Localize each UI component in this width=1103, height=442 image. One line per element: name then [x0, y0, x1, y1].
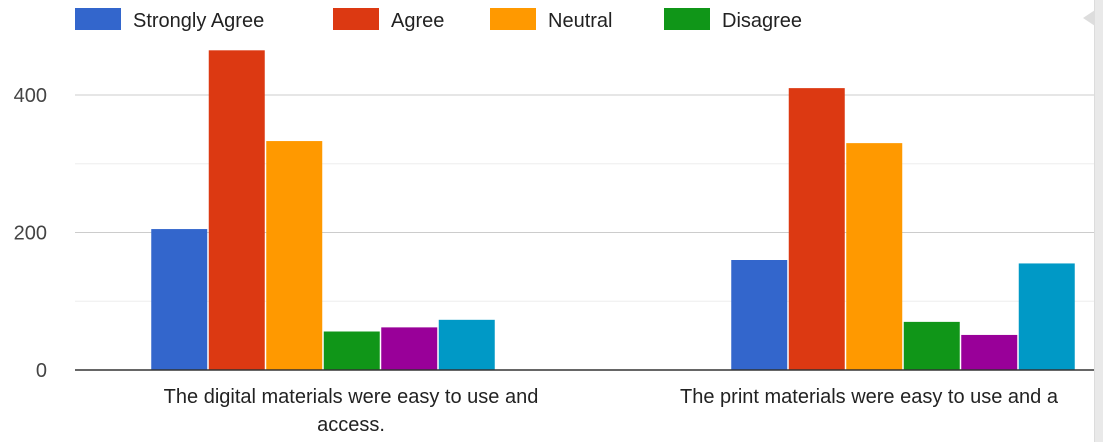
- legend-label: Disagree: [722, 10, 802, 32]
- caret-left-icon[interactable]: [1083, 10, 1095, 26]
- bar: [788, 88, 845, 370]
- y-tick-label: 200: [14, 223, 47, 245]
- x-category-label: The digital materials were easy to use a…: [164, 386, 539, 408]
- legend-swatch: [333, 8, 379, 30]
- legend-label: Strongly Agree: [133, 10, 264, 32]
- bar: [381, 327, 438, 370]
- bar: [731, 260, 788, 370]
- legend-swatch: [75, 8, 121, 30]
- legend-swatch: [664, 8, 710, 30]
- legend-label: Agree: [391, 10, 444, 32]
- bar: [323, 331, 380, 370]
- legend-swatch: [490, 8, 536, 30]
- y-tick-label: 0: [36, 360, 47, 382]
- legend: Strongly Agree Agree Neutral Disagree: [75, 8, 802, 32]
- bar: [438, 319, 495, 370]
- x-category-label: The print materials were easy to use and…: [680, 386, 1059, 408]
- y-tick-label: 400: [14, 85, 47, 107]
- bar: [266, 141, 323, 370]
- bar: [1018, 263, 1075, 370]
- bar: [151, 229, 208, 370]
- axes: 0 200 400 The digital materials were easy t…: [14, 85, 1095, 436]
- legend-label: Neutral: [548, 10, 612, 32]
- x-category-label: access.: [317, 414, 385, 436]
- bar: [846, 143, 903, 370]
- bar: [961, 334, 1018, 370]
- bars: [151, 50, 1075, 370]
- scrollbar-track[interactable]: [1094, 0, 1103, 442]
- bar: [208, 50, 265, 370]
- bar: [903, 321, 960, 370]
